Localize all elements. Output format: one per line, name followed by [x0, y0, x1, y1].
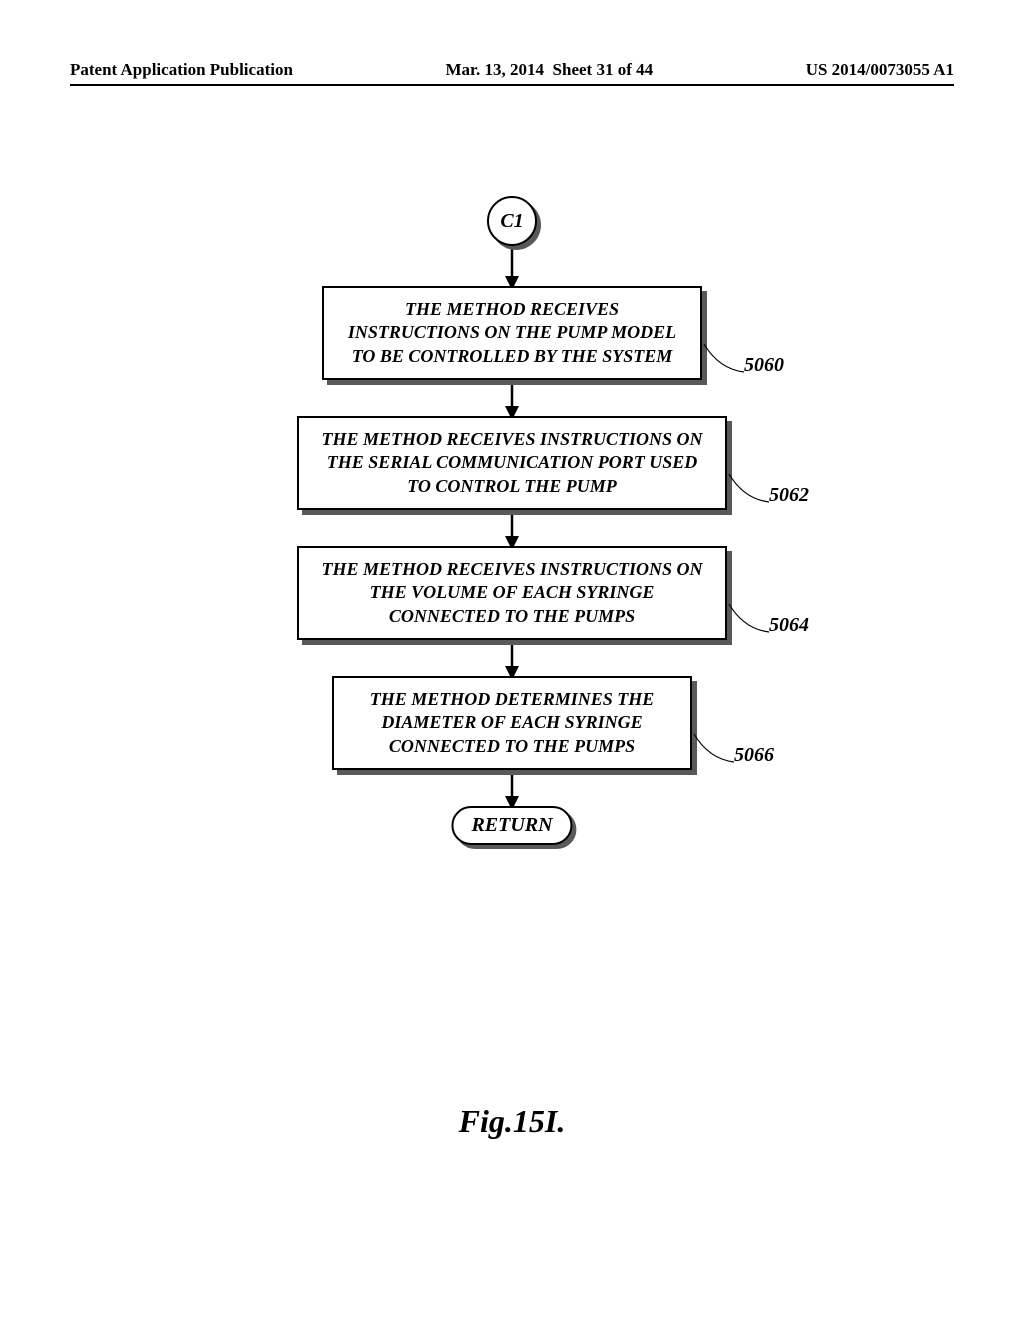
process-box-5060: THE METHOD RECEIVES INSTRUCTIONS ON THE …	[322, 286, 702, 380]
ref-label-5060: 5060	[744, 354, 784, 377]
page-header: Patent Application Publication Mar. 13, …	[70, 60, 954, 86]
patent-page: Patent Application Publication Mar. 13, …	[0, 0, 1024, 1320]
ref-label-5066: 5066	[734, 744, 774, 767]
process-text: THE METHOD RECEIVES INSTRUCTIONS ON THE …	[297, 416, 727, 510]
ref-label-5064: 5064	[769, 614, 809, 637]
header-left: Patent Application Publication	[70, 60, 293, 80]
process-box-5064: THE METHOD RECEIVES INSTRUCTIONS ON THE …	[297, 546, 727, 640]
process-box-5062: THE METHOD RECEIVES INSTRUCTIONS ON THE …	[297, 416, 727, 510]
header-right: US 2014/0073055 A1	[806, 60, 954, 80]
process-text: THE METHOD RECEIVES INSTRUCTIONS ON THE …	[297, 546, 727, 640]
terminator-return: RETURN	[451, 806, 572, 845]
process-box-5066: THE METHOD DETERMINES THE DIAMETER OF EA…	[332, 676, 692, 770]
process-text: THE METHOD DETERMINES THE DIAMETER OF EA…	[332, 676, 692, 770]
connector-label: C1	[487, 196, 537, 246]
ref-label-5062: 5062	[769, 484, 809, 507]
flowchart: C1 THE METHOD RECEIVES INSTRUCTIONS ON T…	[192, 196, 832, 876]
header-center: Mar. 13, 2014 Sheet 31 of 44	[446, 60, 654, 80]
return-label: RETURN	[451, 806, 572, 845]
process-text: THE METHOD RECEIVES INSTRUCTIONS ON THE …	[322, 286, 702, 380]
arrow-icon	[502, 246, 522, 290]
figure-caption: Fig.15I.	[459, 1103, 566, 1140]
connector-start: C1	[487, 196, 537, 246]
